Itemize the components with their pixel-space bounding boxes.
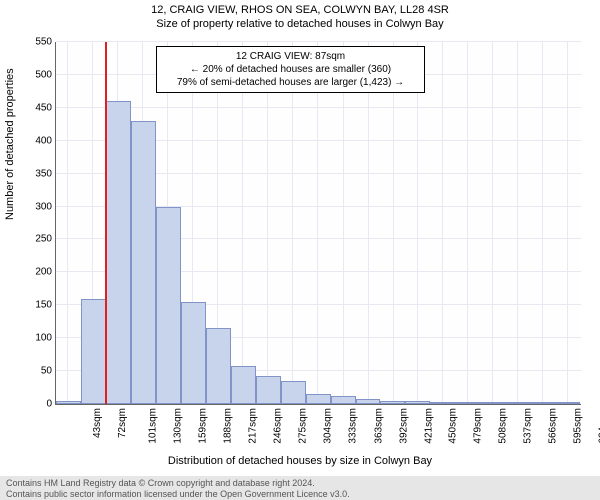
gridline-v (393, 42, 394, 404)
x-tick-label: 508sqm (498, 408, 509, 444)
gridline-v (242, 42, 243, 404)
histogram-chart: 12 CRAIG VIEW: 87sqm← 20% of detached ho… (55, 42, 581, 405)
annotation-box: 12 CRAIG VIEW: 87sqm← 20% of detached ho… (156, 46, 425, 93)
gridline-v (442, 42, 443, 404)
histogram-bar (281, 381, 306, 404)
annotation-line: ← 20% of detached houses are smaller (36… (163, 63, 418, 76)
y-tick-label: 250 (12, 234, 52, 245)
gridline-v (292, 42, 293, 404)
title-subtitle: Size of property relative to detached ho… (0, 18, 600, 30)
gridline-v (267, 42, 268, 404)
y-tick-label: 150 (12, 300, 52, 311)
x-tick-label: 246sqm (272, 408, 283, 444)
histogram-bar (405, 401, 430, 404)
x-tick-label: 43sqm (92, 408, 103, 438)
histogram-bar (480, 402, 505, 404)
x-tick-label: 595sqm (573, 408, 584, 444)
gridline-v (467, 42, 468, 404)
x-tick-label: 421sqm (423, 408, 434, 444)
annotation-line: 12 CRAIG VIEW: 87sqm (163, 50, 418, 63)
gridline-v (542, 42, 543, 404)
property-marker-line (105, 42, 107, 404)
histogram-bar (81, 299, 106, 404)
x-tick-label: 333sqm (347, 408, 358, 444)
gridline-v (317, 42, 318, 404)
y-tick-label: 50 (12, 366, 52, 377)
x-tick-label: 537sqm (523, 408, 534, 444)
annotation-line: 79% of semi-detached houses are larger (… (163, 76, 418, 89)
x-tick-label: 217sqm (248, 408, 259, 444)
x-tick-label: 188sqm (223, 408, 234, 444)
histogram-bar (256, 376, 281, 404)
x-tick-label: 566sqm (548, 408, 559, 444)
histogram-bar (356, 399, 381, 404)
histogram-bar (555, 402, 580, 404)
histogram-bar (156, 207, 181, 404)
histogram-bar (131, 121, 156, 404)
histogram-bar (530, 402, 555, 404)
gridline-v (343, 42, 344, 404)
histogram-bar (106, 101, 131, 404)
x-tick-label: 304sqm (322, 408, 333, 444)
histogram-bar (380, 401, 405, 404)
y-tick-label: 400 (12, 135, 52, 146)
histogram-bar (56, 401, 81, 404)
y-tick-label: 350 (12, 168, 52, 179)
y-tick-label: 450 (12, 102, 52, 113)
histogram-bar (455, 402, 480, 404)
x-tick-label: 130sqm (173, 408, 184, 444)
footer-line1: Contains HM Land Registry data © Crown c… (6, 478, 594, 489)
x-tick-label: 479sqm (473, 408, 484, 444)
gridline-v (368, 42, 369, 404)
y-tick-label: 300 (12, 201, 52, 212)
x-tick-label: 450sqm (448, 408, 459, 444)
gridline-h (56, 107, 581, 108)
footer-line2: Contains public sector information licen… (6, 489, 594, 500)
y-tick-label: 550 (12, 37, 52, 48)
histogram-bar (181, 302, 206, 404)
gridline-v (417, 42, 418, 404)
y-tick-label: 100 (12, 333, 52, 344)
gridline-v (67, 42, 68, 404)
gridline-v (517, 42, 518, 404)
x-axis-label: Distribution of detached houses by size … (0, 455, 600, 467)
gridline-h (56, 41, 581, 42)
histogram-bar (505, 402, 530, 404)
x-tick-label: 72sqm (117, 408, 128, 438)
histogram-bar (206, 328, 231, 404)
x-tick-label: 392sqm (398, 408, 409, 444)
histogram-bar (331, 396, 356, 404)
title-address: 12, CRAIG VIEW, RHOS ON SEA, COLWYN BAY,… (0, 4, 600, 16)
histogram-bar (430, 402, 455, 404)
gridline-v (492, 42, 493, 404)
y-tick-label: 0 (12, 399, 52, 410)
histogram-bar (231, 366, 256, 404)
x-tick-label: 159sqm (198, 408, 209, 444)
histogram-bar (306, 394, 331, 404)
y-tick-label: 500 (12, 69, 52, 80)
x-tick-label: 101sqm (148, 408, 159, 444)
x-tick-label: 363sqm (373, 408, 384, 444)
y-tick-label: 200 (12, 267, 52, 278)
x-tick-label: 275sqm (297, 408, 308, 444)
gridline-v (567, 42, 568, 404)
footer-attribution: Contains HM Land Registry data © Crown c… (0, 476, 600, 500)
